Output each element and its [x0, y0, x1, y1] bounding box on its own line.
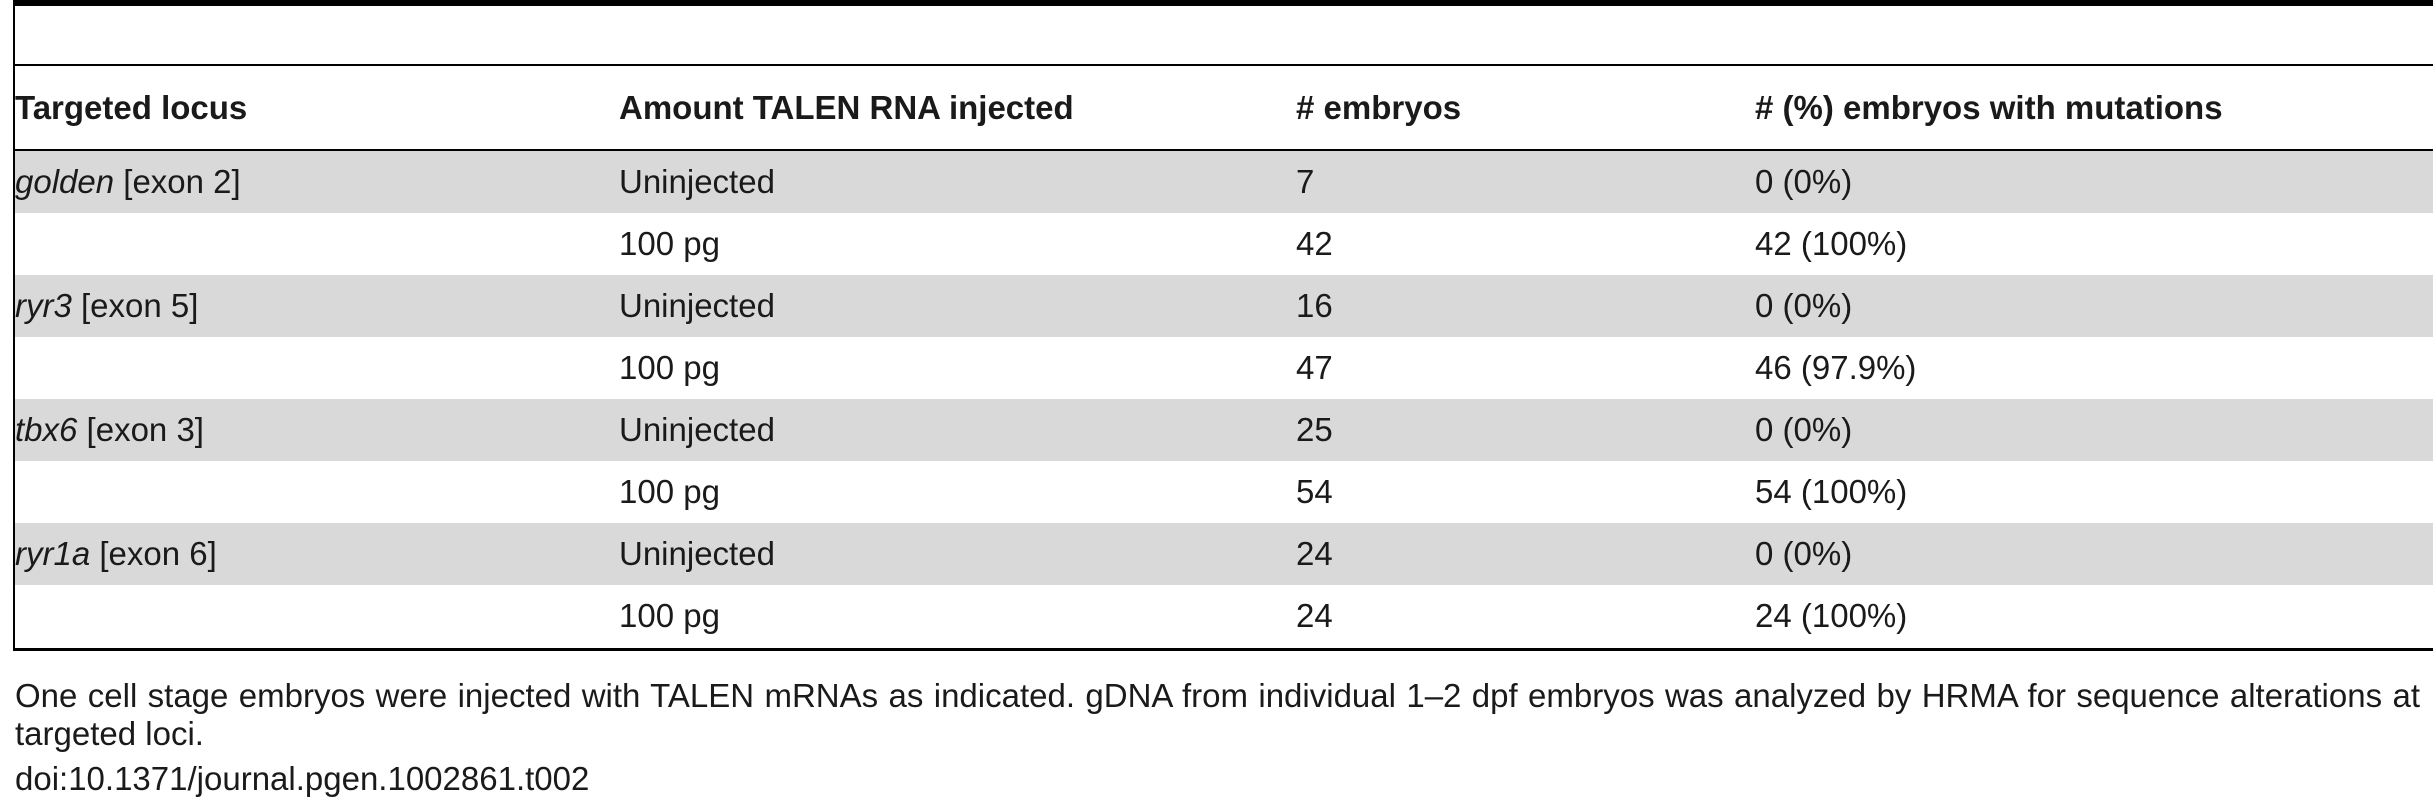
table-bottom-rule [13, 648, 2433, 651]
cell-amount-injected: 100 pg [619, 473, 720, 510]
cell-mutation-count: 24 (100%) [1755, 597, 1908, 634]
cell-mutation-count: 0 (0%) [1755, 163, 1853, 200]
exon-label: [exon 6] [90, 535, 217, 572]
cell-embryo-count: 25 [1296, 411, 1333, 448]
exon-label: [exon 2] [114, 163, 241, 200]
cell-targeted-locus: ryr3 [exon 5] [15, 289, 198, 322]
table-header-row: Targeted locus Amount TALEN RNA injected… [0, 64, 2433, 150]
table-row: ryr3 [exon 5] Uninjected 16 0 (0%) [15, 275, 2433, 337]
cell-amount-injected: Uninjected [619, 163, 775, 200]
table-row: ryr1a [exon 6] Uninjected 24 0 (0%) [15, 523, 2433, 585]
cell-mutation-count: 0 (0%) [1755, 287, 1853, 324]
table-row: 100 pg 24 24 (100%) [15, 585, 2433, 647]
table-row: golden [exon 2] Uninjected 7 0 (0%) [15, 151, 2433, 213]
cell-amount-injected: 100 pg [619, 225, 720, 262]
cell-targeted-locus: tbx6 [exon 3] [15, 413, 204, 446]
table-row: tbx6 [exon 3] Uninjected 25 0 (0%) [15, 399, 2433, 461]
cell-amount-injected: 100 pg [619, 349, 720, 386]
table-top-rule [13, 0, 2433, 6]
cell-embryo-count: 24 [1296, 535, 1333, 572]
exon-label: [exon 3] [77, 411, 204, 448]
table-row: 100 pg 54 54 (100%) [15, 461, 2433, 523]
cell-amount-injected: Uninjected [619, 411, 775, 448]
gene-name: tbx6 [15, 411, 78, 448]
cell-targeted-locus: golden [exon 2] [15, 165, 241, 198]
cell-embryo-count: 7 [1296, 163, 1315, 200]
header-embryos-with-mutations: # (%) embryos with mutations [1755, 89, 2223, 126]
table-header-bottom-rule [13, 149, 2433, 151]
header-embryos: # embryos [1296, 89, 1462, 126]
cell-embryo-count: 24 [1296, 597, 1333, 634]
cell-embryo-count: 47 [1296, 349, 1333, 386]
table-row: 100 pg 42 42 (100%) [15, 213, 2433, 275]
cell-embryo-count: 42 [1296, 225, 1333, 262]
cell-amount-injected: 100 pg [619, 597, 720, 634]
table-header-top-rule [13, 64, 2433, 66]
header-amount-talen-rna: Amount TALEN RNA injected [619, 89, 1074, 126]
table-footnote: One cell stage embryos were injected wit… [15, 677, 2420, 752]
cell-embryo-count: 54 [1296, 473, 1333, 510]
cell-mutation-count: 46 (97.9%) [1755, 349, 1917, 386]
gene-name: ryr3 [15, 287, 72, 324]
gene-name: golden [15, 163, 115, 200]
table-left-border [13, 0, 15, 651]
cell-mutation-count: 0 (0%) [1755, 535, 1853, 572]
header-targeted-locus: Targeted locus [15, 89, 248, 126]
cell-mutation-count: 0 (0%) [1755, 411, 1853, 448]
cell-mutation-count: 54 (100%) [1755, 473, 1908, 510]
cell-amount-injected: Uninjected [619, 535, 775, 572]
cell-embryo-count: 16 [1296, 287, 1333, 324]
doi-text: doi:10.1371/journal.pgen.1002861.t002 [15, 760, 590, 797]
exon-label: [exon 5] [71, 287, 199, 324]
cell-mutation-count: 42 (100%) [1755, 225, 1908, 262]
gene-name: ryr1a [15, 535, 91, 572]
cell-amount-injected: Uninjected [619, 287, 775, 324]
cell-targeted-locus: ryr1a [exon 6] [15, 537, 217, 570]
table-row: 100 pg 47 46 (97.9%) [15, 337, 2433, 399]
